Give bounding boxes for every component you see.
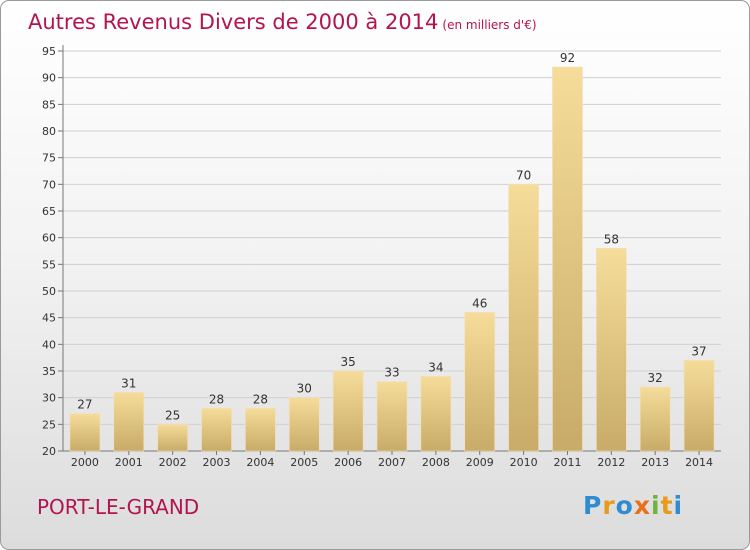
y-tick-label: 25 bbox=[42, 418, 56, 431]
bar bbox=[376, 381, 408, 452]
bar bbox=[639, 386, 671, 452]
x-tick-label: 2010 bbox=[510, 456, 538, 469]
data-label: 31 bbox=[121, 376, 136, 390]
x-tick-label: 2013 bbox=[641, 456, 669, 469]
x-tick-label: 2005 bbox=[290, 456, 318, 469]
bar bbox=[596, 248, 627, 452]
y-tick-label: 20 bbox=[42, 445, 56, 458]
bar bbox=[113, 392, 145, 452]
y-tick-label: 50 bbox=[42, 285, 56, 298]
bar bbox=[332, 370, 364, 452]
bar bbox=[464, 312, 496, 452]
bar bbox=[683, 360, 715, 452]
bar bbox=[69, 413, 101, 452]
data-label: 37 bbox=[691, 344, 706, 358]
x-tick-label: 2011 bbox=[553, 456, 581, 469]
bar bbox=[245, 408, 276, 452]
x-tick-label: 2014 bbox=[685, 456, 713, 469]
x-tick-label: 2006 bbox=[334, 456, 362, 469]
data-label: 28 bbox=[253, 392, 268, 406]
y-tick-label: 55 bbox=[42, 258, 56, 271]
x-tick-label: 2002 bbox=[159, 456, 187, 469]
data-label: 27 bbox=[77, 398, 92, 412]
y-tick-label: 70 bbox=[42, 178, 56, 191]
commune-name: PORT-LE-GRAND bbox=[37, 495, 200, 519]
y-tick-label: 90 bbox=[42, 72, 56, 85]
bar bbox=[420, 376, 452, 452]
y-tick-label: 95 bbox=[42, 45, 56, 58]
y-tick-label: 30 bbox=[42, 392, 56, 405]
data-label: 32 bbox=[648, 371, 663, 385]
data-label: 46 bbox=[472, 296, 487, 310]
proxiti-logo: Proxiti bbox=[583, 491, 684, 520]
data-label: 35 bbox=[340, 355, 355, 369]
y-tick-label: 75 bbox=[42, 152, 56, 165]
bar bbox=[552, 66, 583, 452]
x-tick-label: 2003 bbox=[203, 456, 231, 469]
y-tick-label: 85 bbox=[42, 98, 56, 111]
data-label: 30 bbox=[297, 382, 312, 396]
y-tick-label: 65 bbox=[42, 205, 56, 218]
y-tick-label: 60 bbox=[42, 232, 56, 245]
chart-title: Autres Revenus Divers de 2000 à 2014 (en … bbox=[28, 10, 537, 34]
y-tick-label: 40 bbox=[42, 338, 56, 351]
bar bbox=[201, 408, 232, 452]
data-label: 34 bbox=[428, 360, 443, 374]
x-tick-label: 2008 bbox=[422, 456, 450, 469]
x-tick-label: 2000 bbox=[71, 456, 99, 469]
data-label: 58 bbox=[604, 232, 619, 246]
y-tick-label: 80 bbox=[42, 125, 56, 138]
x-tick-label: 2009 bbox=[466, 456, 494, 469]
chart-subtitle: (en milliers d'€) bbox=[442, 18, 537, 32]
data-label: 28 bbox=[209, 392, 224, 406]
data-label: 25 bbox=[165, 408, 180, 422]
y-tick-label: 45 bbox=[42, 312, 56, 325]
bar bbox=[288, 397, 320, 452]
bar bbox=[508, 184, 539, 452]
data-label: 92 bbox=[560, 51, 575, 65]
data-label: 70 bbox=[516, 168, 531, 182]
x-tick-label: 2001 bbox=[115, 456, 143, 469]
data-label: 33 bbox=[384, 366, 399, 380]
bar bbox=[157, 424, 188, 452]
x-tick-label: 2012 bbox=[597, 456, 625, 469]
x-tick-label: 2007 bbox=[378, 456, 406, 469]
y-tick-label: 35 bbox=[42, 365, 56, 378]
x-tick-label: 2004 bbox=[246, 456, 274, 469]
